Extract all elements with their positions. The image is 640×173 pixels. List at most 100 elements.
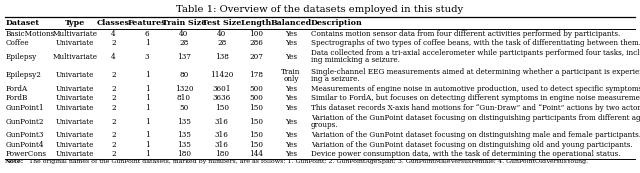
Text: Univariate: Univariate xyxy=(56,117,94,125)
Text: 100: 100 xyxy=(250,30,264,38)
Text: Single-channel EEG measurements aimed at determining whether a participant is ex: Single-channel EEG measurements aimed at… xyxy=(311,68,640,76)
Text: ing mimicking a seizure.: ing mimicking a seizure. xyxy=(311,56,400,64)
Text: Variation of the GunPoint dataset focusing on distinguishing old and young parti: Variation of the GunPoint dataset focusi… xyxy=(311,141,632,149)
Text: Univariate: Univariate xyxy=(56,94,94,102)
Text: 150: 150 xyxy=(250,117,264,125)
Text: GunPoint1: GunPoint1 xyxy=(6,104,45,112)
Text: Data collected from a tri-axial accelerometer while participants performed four : Data collected from a tri-axial accelero… xyxy=(311,49,640,57)
Text: 2: 2 xyxy=(111,39,116,47)
Text: 2: 2 xyxy=(111,104,116,112)
Text: 2: 2 xyxy=(111,141,116,149)
Text: 6: 6 xyxy=(145,30,149,38)
Text: Type: Type xyxy=(65,19,85,27)
Text: 28: 28 xyxy=(179,39,189,47)
Text: Univariate: Univariate xyxy=(56,141,94,149)
Text: 150: 150 xyxy=(250,131,264,139)
Text: only: only xyxy=(284,75,299,83)
Text: Balanced: Balanced xyxy=(271,19,312,27)
Text: 810: 810 xyxy=(177,94,191,102)
Text: Measurements of engine noise in automotive production, used to detect specific s: Measurements of engine noise in automoti… xyxy=(311,85,640,93)
Text: Yes: Yes xyxy=(285,39,297,47)
Text: 1320: 1320 xyxy=(175,85,193,93)
Text: Yes: Yes xyxy=(285,131,297,139)
Text: 316: 316 xyxy=(215,117,228,125)
Text: 1: 1 xyxy=(145,104,150,112)
Text: This dataset records X-axis hand motions for “Gun-Draw” and “Point” actions by t: This dataset records X-axis hand motions… xyxy=(311,104,640,112)
Text: 1: 1 xyxy=(145,39,150,47)
Text: 2: 2 xyxy=(111,150,116,158)
Text: 135: 135 xyxy=(177,131,191,139)
Text: 3636: 3636 xyxy=(212,94,231,102)
Text: 2: 2 xyxy=(111,71,116,79)
Text: Univariate: Univariate xyxy=(56,131,94,139)
Text: Similar to FordA, but focuses on detecting different symptoms in engine noise me: Similar to FordA, but focuses on detecti… xyxy=(311,94,640,102)
Text: 1: 1 xyxy=(145,117,150,125)
Text: 180: 180 xyxy=(215,150,228,158)
Text: 207: 207 xyxy=(250,53,263,61)
Text: 178: 178 xyxy=(250,71,264,79)
Text: 3: 3 xyxy=(145,53,149,61)
Text: Coffee: Coffee xyxy=(6,39,29,47)
Text: 500: 500 xyxy=(250,94,263,102)
Text: Univariate: Univariate xyxy=(56,85,94,93)
Text: 316: 316 xyxy=(215,131,228,139)
Text: Table 1: Overview of the datasets employed in this study: Table 1: Overview of the datasets employ… xyxy=(177,5,463,14)
Text: Variation of the GunPoint dataset focusing on distinguishing male and female par: Variation of the GunPoint dataset focusi… xyxy=(311,131,640,139)
Text: Variation of the GunPoint dataset focusing on distinguishing participants from d: Variation of the GunPoint dataset focusi… xyxy=(311,114,640,122)
Text: Yes: Yes xyxy=(285,117,297,125)
Text: 500: 500 xyxy=(250,85,263,93)
Text: Yes: Yes xyxy=(285,94,297,102)
Text: Features: Features xyxy=(128,19,166,27)
Text: Contains motion sensor data from four different activities performed by particip: Contains motion sensor data from four di… xyxy=(311,30,620,38)
Text: Spectrographs of two types of coffee beans, with the task of differentiating bet: Spectrographs of two types of coffee bea… xyxy=(311,39,640,47)
Text: 1: 1 xyxy=(145,71,150,79)
Text: GunPoint4: GunPoint4 xyxy=(6,141,45,149)
Text: 2: 2 xyxy=(111,85,116,93)
Text: 138: 138 xyxy=(215,53,228,61)
Text: Dataset: Dataset xyxy=(6,19,40,27)
Text: FordA: FordA xyxy=(6,85,28,93)
Text: 150: 150 xyxy=(250,104,264,112)
Text: 1: 1 xyxy=(145,141,150,149)
Text: 2: 2 xyxy=(111,94,116,102)
Text: 3601: 3601 xyxy=(212,85,231,93)
Text: 1: 1 xyxy=(145,150,150,158)
Text: PowerCons: PowerCons xyxy=(6,150,47,158)
Text: 286: 286 xyxy=(250,39,263,47)
Text: 4: 4 xyxy=(111,30,116,38)
Text: Length: Length xyxy=(241,19,272,27)
Text: 135: 135 xyxy=(177,141,191,149)
Text: 28: 28 xyxy=(217,39,227,47)
Text: 11420: 11420 xyxy=(210,71,234,79)
Text: Yes: Yes xyxy=(285,104,297,112)
Text: Device power consumption data, with the task of determining the operational stat: Device power consumption data, with the … xyxy=(311,150,620,158)
Text: 180: 180 xyxy=(177,150,191,158)
Text: Univariate: Univariate xyxy=(56,150,94,158)
Text: Epilepsy2: Epilepsy2 xyxy=(6,71,42,79)
Text: 150: 150 xyxy=(215,104,228,112)
Text: Note:: Note: xyxy=(5,159,24,164)
Text: 144: 144 xyxy=(250,150,264,158)
Text: 40: 40 xyxy=(179,30,189,38)
Text: BasicMotions: BasicMotions xyxy=(6,30,55,38)
Text: groups.: groups. xyxy=(311,121,339,129)
Text: Test Size: Test Size xyxy=(202,19,241,27)
Text: Train: Train xyxy=(282,68,301,76)
Text: Yes: Yes xyxy=(285,141,297,149)
Text: Yes: Yes xyxy=(285,150,297,158)
Text: Univariate: Univariate xyxy=(56,39,94,47)
Text: 1: 1 xyxy=(145,94,150,102)
Text: Multivariate: Multivariate xyxy=(52,53,97,61)
Text: 1: 1 xyxy=(145,131,150,139)
Text: 150: 150 xyxy=(250,141,264,149)
Text: The original names of the GunPoint datasets, marked by numbers, are as follows: : The original names of the GunPoint datas… xyxy=(27,159,588,164)
Text: 4: 4 xyxy=(111,53,116,61)
Text: FordB: FordB xyxy=(6,94,28,102)
Text: Epilepsy: Epilepsy xyxy=(6,53,37,61)
Text: GunPoint2: GunPoint2 xyxy=(6,117,45,125)
Text: Multivariate: Multivariate xyxy=(52,30,97,38)
Text: 137: 137 xyxy=(177,53,191,61)
Text: 50: 50 xyxy=(179,104,189,112)
Text: Description: Description xyxy=(311,19,363,27)
Text: 40: 40 xyxy=(217,30,227,38)
